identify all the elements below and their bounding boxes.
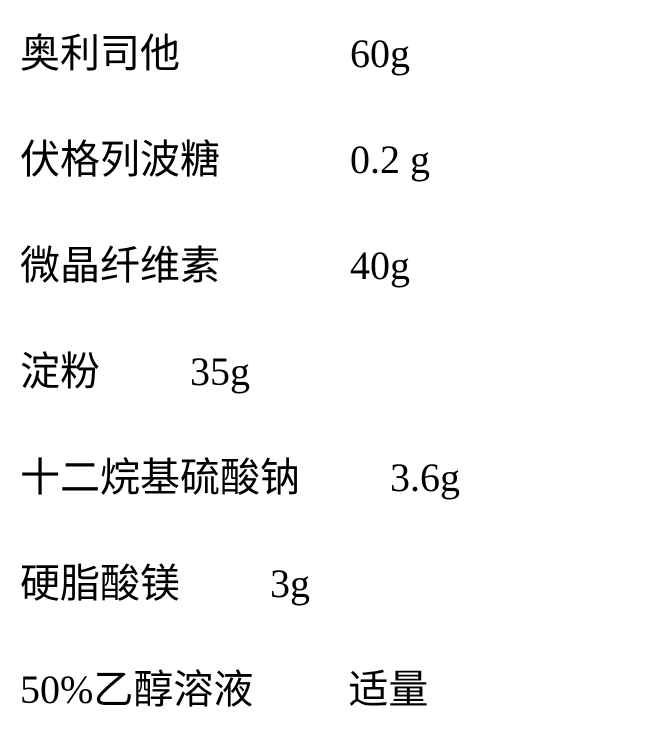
ingredient-row: 淀粉 35g (20, 348, 650, 396)
ingredient-amount: 40g (350, 242, 410, 290)
ingredient-row: 奥利司他 60g (20, 30, 650, 78)
ingredient-row: 硬脂酸镁 3g (20, 560, 650, 608)
ingredient-name: 微晶纤维素 (20, 242, 220, 290)
ingredient-row: 微晶纤维素 40g (20, 242, 650, 290)
ingredient-row: 伏格列波糖 0.2 g (20, 136, 650, 184)
ingredient-amount: 35g (190, 348, 250, 396)
ingredient-name: 硬脂酸镁 (20, 560, 180, 608)
ingredient-name: 淀粉 (20, 348, 100, 396)
ingredient-amount: 0.2 g (350, 136, 430, 184)
ingredient-name: 十二烷基硫酸钠 (20, 454, 300, 502)
ingredient-row: 50%乙醇溶液 适量 (20, 666, 650, 714)
ingredient-row: 十二烷基硫酸钠 3.6g (20, 454, 650, 502)
ingredient-amount: 60g (350, 30, 410, 78)
ingredient-name: 50%乙醇溶液 (20, 666, 253, 714)
ingredient-amount: 3g (270, 560, 310, 608)
ingredient-name: 伏格列波糖 (20, 136, 220, 184)
ingredient-name: 奥利司他 (20, 30, 180, 78)
ingredient-amount: 3.6g (390, 454, 460, 502)
ingredient-amount: 适量 (348, 666, 428, 714)
